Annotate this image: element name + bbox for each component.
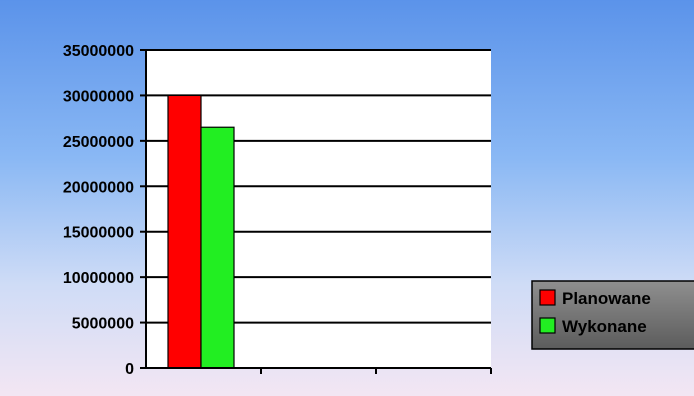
y-tick-label: 5000000 [72, 316, 134, 333]
legend-label-wykonane: Wykonane [562, 317, 647, 336]
legend-swatch-wykonane [539, 317, 556, 334]
y-tick-label: 25000000 [63, 134, 134, 151]
y-tick-label: 15000000 [63, 225, 134, 242]
legend-label-planowane: Planowane [562, 289, 651, 308]
y-tick-label: 20000000 [63, 179, 134, 196]
bar-planowane [167, 94, 202, 369]
axes [140, 49, 492, 374]
bar-wykonane [200, 126, 235, 369]
y-tick-label: 0 [125, 361, 134, 378]
y-tick-labels: 0 5000000 10000000 15000000 20000000 25000000… [63, 43, 134, 378]
y-tick-label: 30000000 [63, 88, 134, 105]
legend: Planowane Wykonane [531, 280, 694, 350]
bars [167, 94, 235, 369]
legend-box [531, 280, 694, 350]
y-tick-label: 10000000 [63, 270, 134, 287]
legend-swatch-planowane [539, 289, 556, 306]
y-tick-label: 35000000 [63, 43, 134, 60]
